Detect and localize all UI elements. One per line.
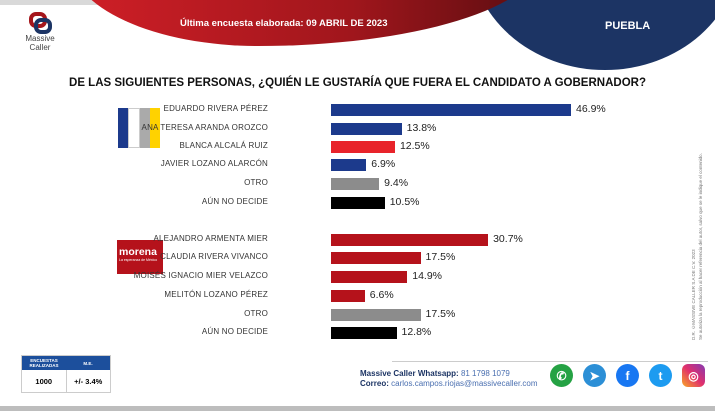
bar-label: BLANCA ALCALÁ RUIZ [179,141,268,150]
bar-label: OTRO [244,178,268,187]
bar-value-label: 12.5% [399,140,430,152]
bar-value-label: 10.5% [389,196,420,208]
contact-info: Massive Caller Whatsapp: 81 1798 1079 Co… [360,369,538,389]
bar-row: OTRO 17.5% [0,308,660,322]
telegram-icon[interactable]: ➤ [583,364,606,387]
bar-label: JAVIER LOZANO ALARCÓN [160,159,268,168]
facebook-icon[interactable]: f [616,364,639,387]
margin-value: +/- 3.4% [74,377,103,386]
pan-pri-prd-logo [118,108,160,148]
bar-label: ALEJANDRO ARMENTA MIER [153,234,268,243]
bar-value-label: 14.9% [412,270,443,282]
bar-row: MOISÉS IGNACIO MIER VELAZCO 14.9% [0,270,660,284]
survey-date: Última encuesta elaborada: 09 ABRIL DE 2… [180,18,388,29]
bar-label: AÚN NO DECIDE [201,197,268,206]
massive-caller-logo: Massive Caller [20,12,60,52]
bar-value-label: 30.7% [493,233,523,245]
header-blue-shape [470,0,715,70]
margin-header: M.E. [83,360,93,366]
bar-label: MOISÉS IGNACIO MIER VELAZCO [133,271,268,280]
bar-label: AÚN NO DECIDE [201,327,268,336]
email-link[interactable]: carlos.campos.riojas@massivecaller.com [391,379,538,388]
bar [331,178,380,190]
bar-label: EDUARDO RIVERA PÉREZ [163,104,268,113]
social-links: ✆ ➤ f t ◎ [550,364,705,387]
whatsapp-number[interactable]: 81 1798 1079 [460,369,510,378]
bar-value-label: 12.8% [401,326,432,338]
bar [331,271,408,283]
bar-row: MELITÓN LOZANO PÉREZ 6.6% [0,289,660,303]
bar-row: OTRO 9.4% [0,177,660,191]
bar [331,104,571,116]
bar-label: CLAUDIA RIVERA VIVANCO [160,252,268,261]
morena-tagline: La esperanza de México [119,258,158,262]
bar [331,252,421,264]
reproduction-notice: Se autoriza la reproducción al hacer ref… [698,153,703,340]
bottom-border [0,406,715,411]
bar-value-label: 6.6% [369,289,394,301]
bar [331,159,367,171]
bar-row: CLAUDIA RIVERA VIVANCO 17.5% [0,251,660,265]
logo-text: Massive Caller [25,34,55,52]
bar [331,234,489,246]
email-label: Correo: [360,379,389,388]
surveys-header: ENCUESTAS REALIZADAS [29,358,59,368]
bar [331,327,397,339]
bar-row: ANA TERESA ARANDA OROZCO 13.8% [0,122,660,136]
bar-label: MELITÓN LOZANO PÉREZ [164,290,268,299]
bar [331,290,365,302]
bar-row: JAVIER LOZANO ALARCÓN 6.9% [0,158,660,172]
surveys-value: 1000 [22,370,67,393]
whatsapp-icon[interactable]: ✆ [550,364,573,387]
logo-icon [27,12,53,34]
bar [331,197,385,209]
bar-value-label: 6.9% [371,158,396,170]
bar-label: OTRO [244,309,268,318]
bar-value-label: 13.8% [406,122,437,134]
state-name: PUEBLA [605,20,651,32]
bar-row: AÚN NO DECIDE 10.5% [0,196,660,210]
footer-divider [392,361,708,362]
bar [331,309,421,321]
bar-row: ALEJANDRO ARMENTA MIER 30.7% [0,233,660,247]
bar-label: ANA TERESA ARANDA OROZCO [141,123,268,132]
bar-row: AÚN NO DECIDE 12.8% [0,326,660,340]
bar-row: BLANCA ALCALÁ RUIZ 12.5% [0,140,660,154]
copyright-text: D.R. ©MASSIVE CALLER S.A DE C.V. 2023 [691,249,696,340]
morena-logo: morena La esperanza de México [117,240,163,274]
twitter-icon[interactable]: t [649,364,672,387]
bar-row: EDUARDO RIVERA PÉREZ 46.9% [0,103,660,117]
bar-value-label: 46.9% [576,103,606,115]
instagram-icon[interactable]: ◎ [682,364,705,387]
whatsapp-label: Massive Caller Whatsapp: [360,369,459,378]
bar-value-label: 9.4% [384,177,409,189]
chart-title: DE LAS SIGUIENTES PERSONAS, ¿QUIÉN LE GU… [69,77,646,89]
survey-stats-table: ENCUESTAS REALIZADAS M.E. 1000 +/- 3.4% [21,355,111,393]
bar [331,123,402,135]
bar-value-label: 17.5% [425,308,456,320]
copyright-note: D.R. ©MASSIVE CALLER S.A DE C.V. 2023 Se… [690,90,710,340]
bar [331,141,395,153]
bar-value-label: 17.5% [425,251,456,263]
morena-logo-text: morena [119,246,157,258]
